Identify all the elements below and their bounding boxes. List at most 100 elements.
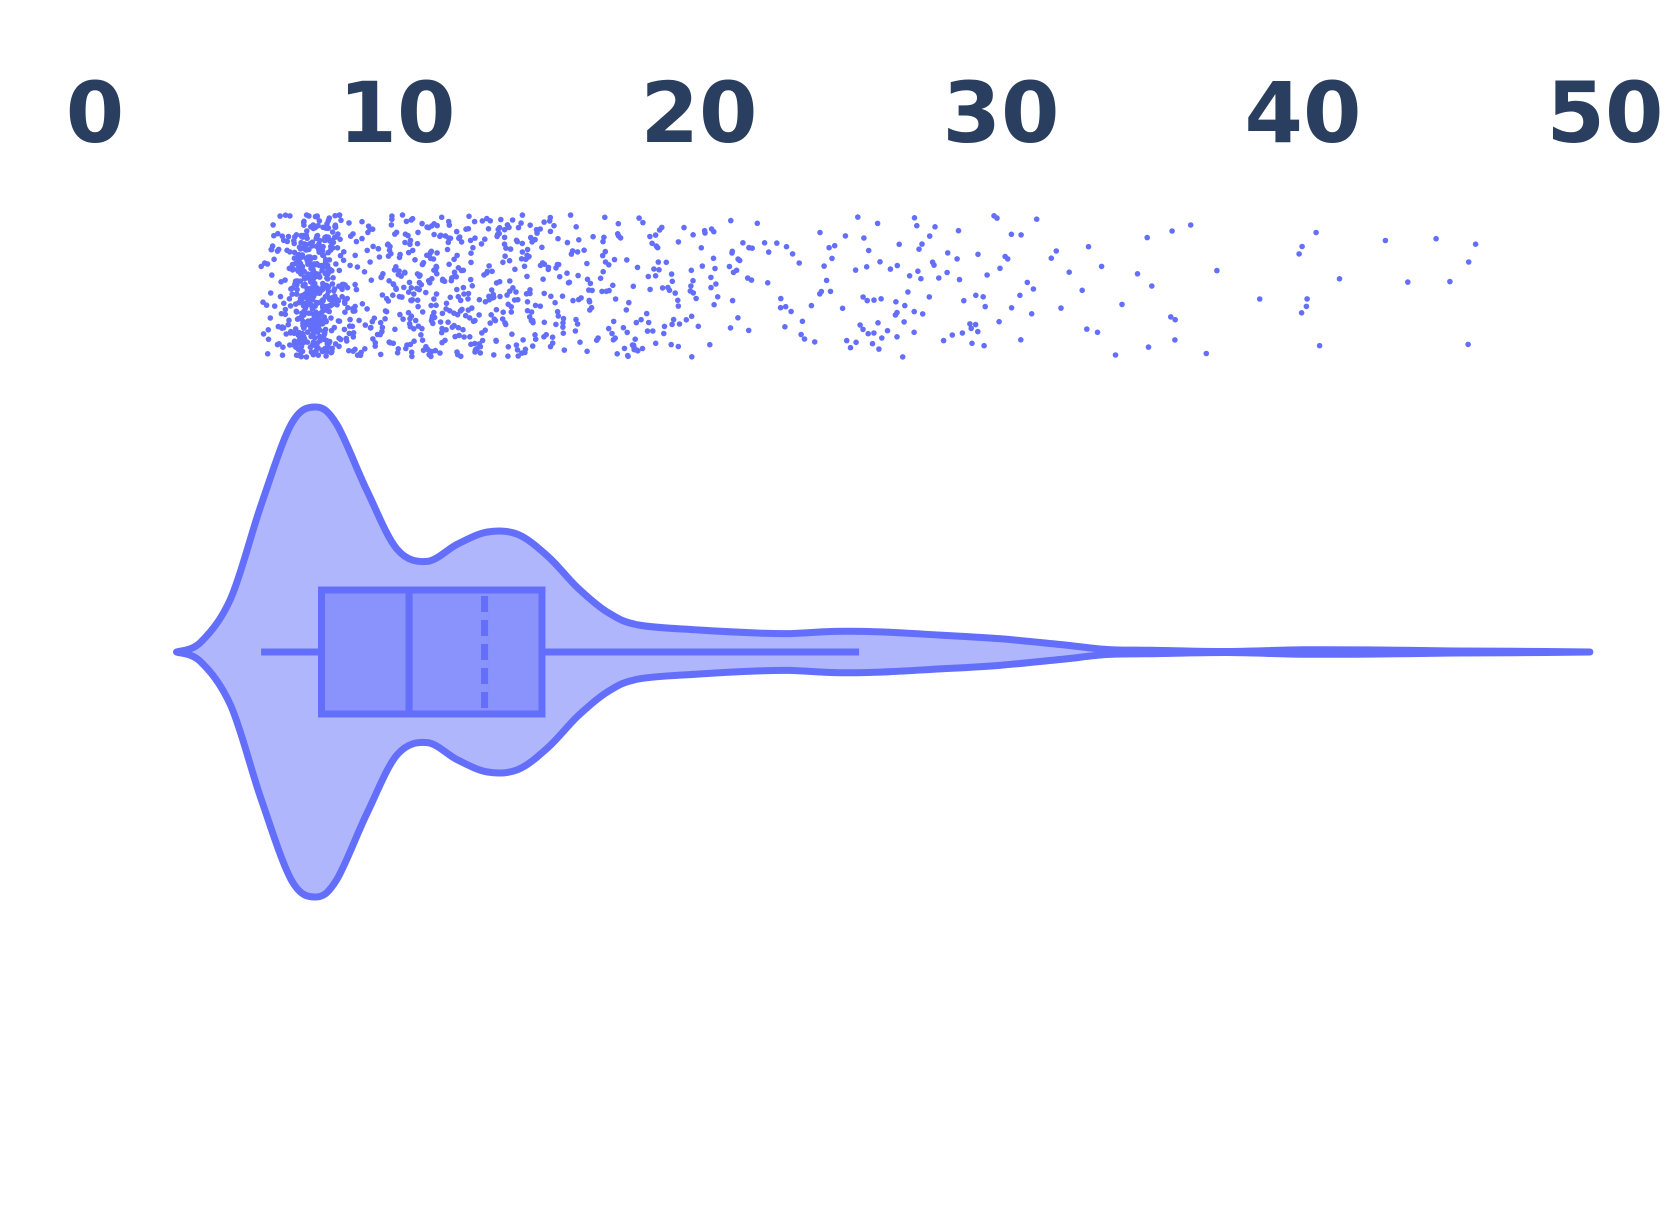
data-point — [573, 224, 579, 230]
data-point — [314, 233, 320, 239]
data-point — [481, 272, 487, 278]
data-point — [347, 316, 353, 323]
data-point — [936, 275, 942, 281]
data-point — [437, 233, 443, 240]
data-point — [1433, 235, 1439, 242]
data-point — [728, 217, 734, 224]
data-point — [1214, 267, 1220, 274]
data-point — [537, 303, 544, 310]
data-point — [799, 318, 806, 325]
data-point — [553, 321, 559, 328]
data-point — [552, 299, 558, 306]
data-point — [314, 214, 320, 220]
data-point — [443, 327, 449, 333]
data-point — [555, 313, 562, 319]
data-point — [352, 281, 358, 288]
data-point — [444, 246, 451, 253]
data-point — [640, 219, 646, 226]
data-point — [419, 337, 426, 344]
data-point — [599, 252, 606, 259]
data-point — [336, 283, 342, 290]
data-point — [493, 306, 500, 313]
data-point — [277, 213, 283, 219]
data-point — [639, 345, 646, 352]
data-point — [676, 321, 683, 327]
data-point — [292, 278, 299, 285]
data-point — [711, 228, 717, 235]
data-point — [568, 251, 575, 257]
data-point — [916, 246, 922, 252]
data-point — [597, 275, 604, 282]
data-point — [269, 272, 275, 278]
data-point — [587, 280, 594, 287]
data-point — [577, 339, 583, 346]
data-point — [416, 279, 423, 286]
data-point — [547, 343, 554, 350]
data-point — [651, 266, 657, 272]
data-point — [865, 330, 871, 337]
data-point — [315, 345, 321, 351]
x-tick-label: 20 — [641, 64, 758, 162]
data-point — [454, 286, 460, 293]
data-point — [320, 252, 327, 259]
data-point — [1382, 237, 1389, 244]
data-point — [315, 352, 322, 359]
data-point — [323, 282, 330, 289]
data-point — [944, 250, 951, 256]
data-point — [396, 254, 403, 261]
data-point — [626, 299, 632, 306]
data-point — [874, 220, 881, 227]
data-point — [353, 286, 360, 293]
data-point — [408, 285, 415, 291]
data-point — [754, 220, 761, 227]
data-point — [359, 218, 365, 225]
data-point — [584, 260, 590, 267]
data-point — [291, 249, 298, 256]
data-point — [314, 317, 321, 324]
data-point — [612, 335, 618, 341]
data-point — [699, 263, 706, 269]
data-point — [527, 222, 533, 228]
data-point — [342, 309, 348, 316]
data-point — [576, 237, 582, 243]
data-point — [330, 275, 336, 281]
data-point — [847, 344, 854, 351]
data-point — [617, 235, 624, 241]
data-point — [746, 244, 752, 251]
data-point — [341, 326, 348, 333]
data-point — [1168, 314, 1174, 320]
data-point — [878, 296, 884, 302]
data-point — [748, 277, 755, 283]
data-point — [893, 299, 899, 305]
data-point — [395, 271, 402, 278]
data-point — [539, 244, 545, 251]
data-point — [293, 232, 300, 238]
data-point — [345, 305, 351, 311]
data-point — [282, 311, 289, 318]
data-point — [316, 313, 322, 319]
data-point — [443, 306, 449, 312]
data-point — [453, 274, 460, 280]
data-point — [287, 303, 294, 309]
data-point — [322, 345, 329, 352]
data-point — [572, 328, 579, 334]
data-point — [826, 244, 832, 251]
data-point — [424, 224, 430, 230]
data-point — [416, 286, 423, 293]
data-point — [899, 354, 906, 360]
data-point — [289, 291, 296, 298]
data-point — [399, 212, 406, 218]
data-point — [465, 307, 472, 313]
data-point — [389, 213, 395, 219]
data-point — [419, 220, 425, 227]
data-point — [911, 308, 917, 315]
data-point — [689, 354, 695, 360]
data-point — [322, 259, 329, 265]
data-point — [967, 321, 973, 327]
data-point — [315, 286, 322, 292]
data-point — [298, 315, 305, 321]
data-point — [508, 304, 515, 310]
data-point — [624, 352, 631, 359]
data-point — [317, 337, 323, 344]
data-point — [364, 247, 371, 254]
